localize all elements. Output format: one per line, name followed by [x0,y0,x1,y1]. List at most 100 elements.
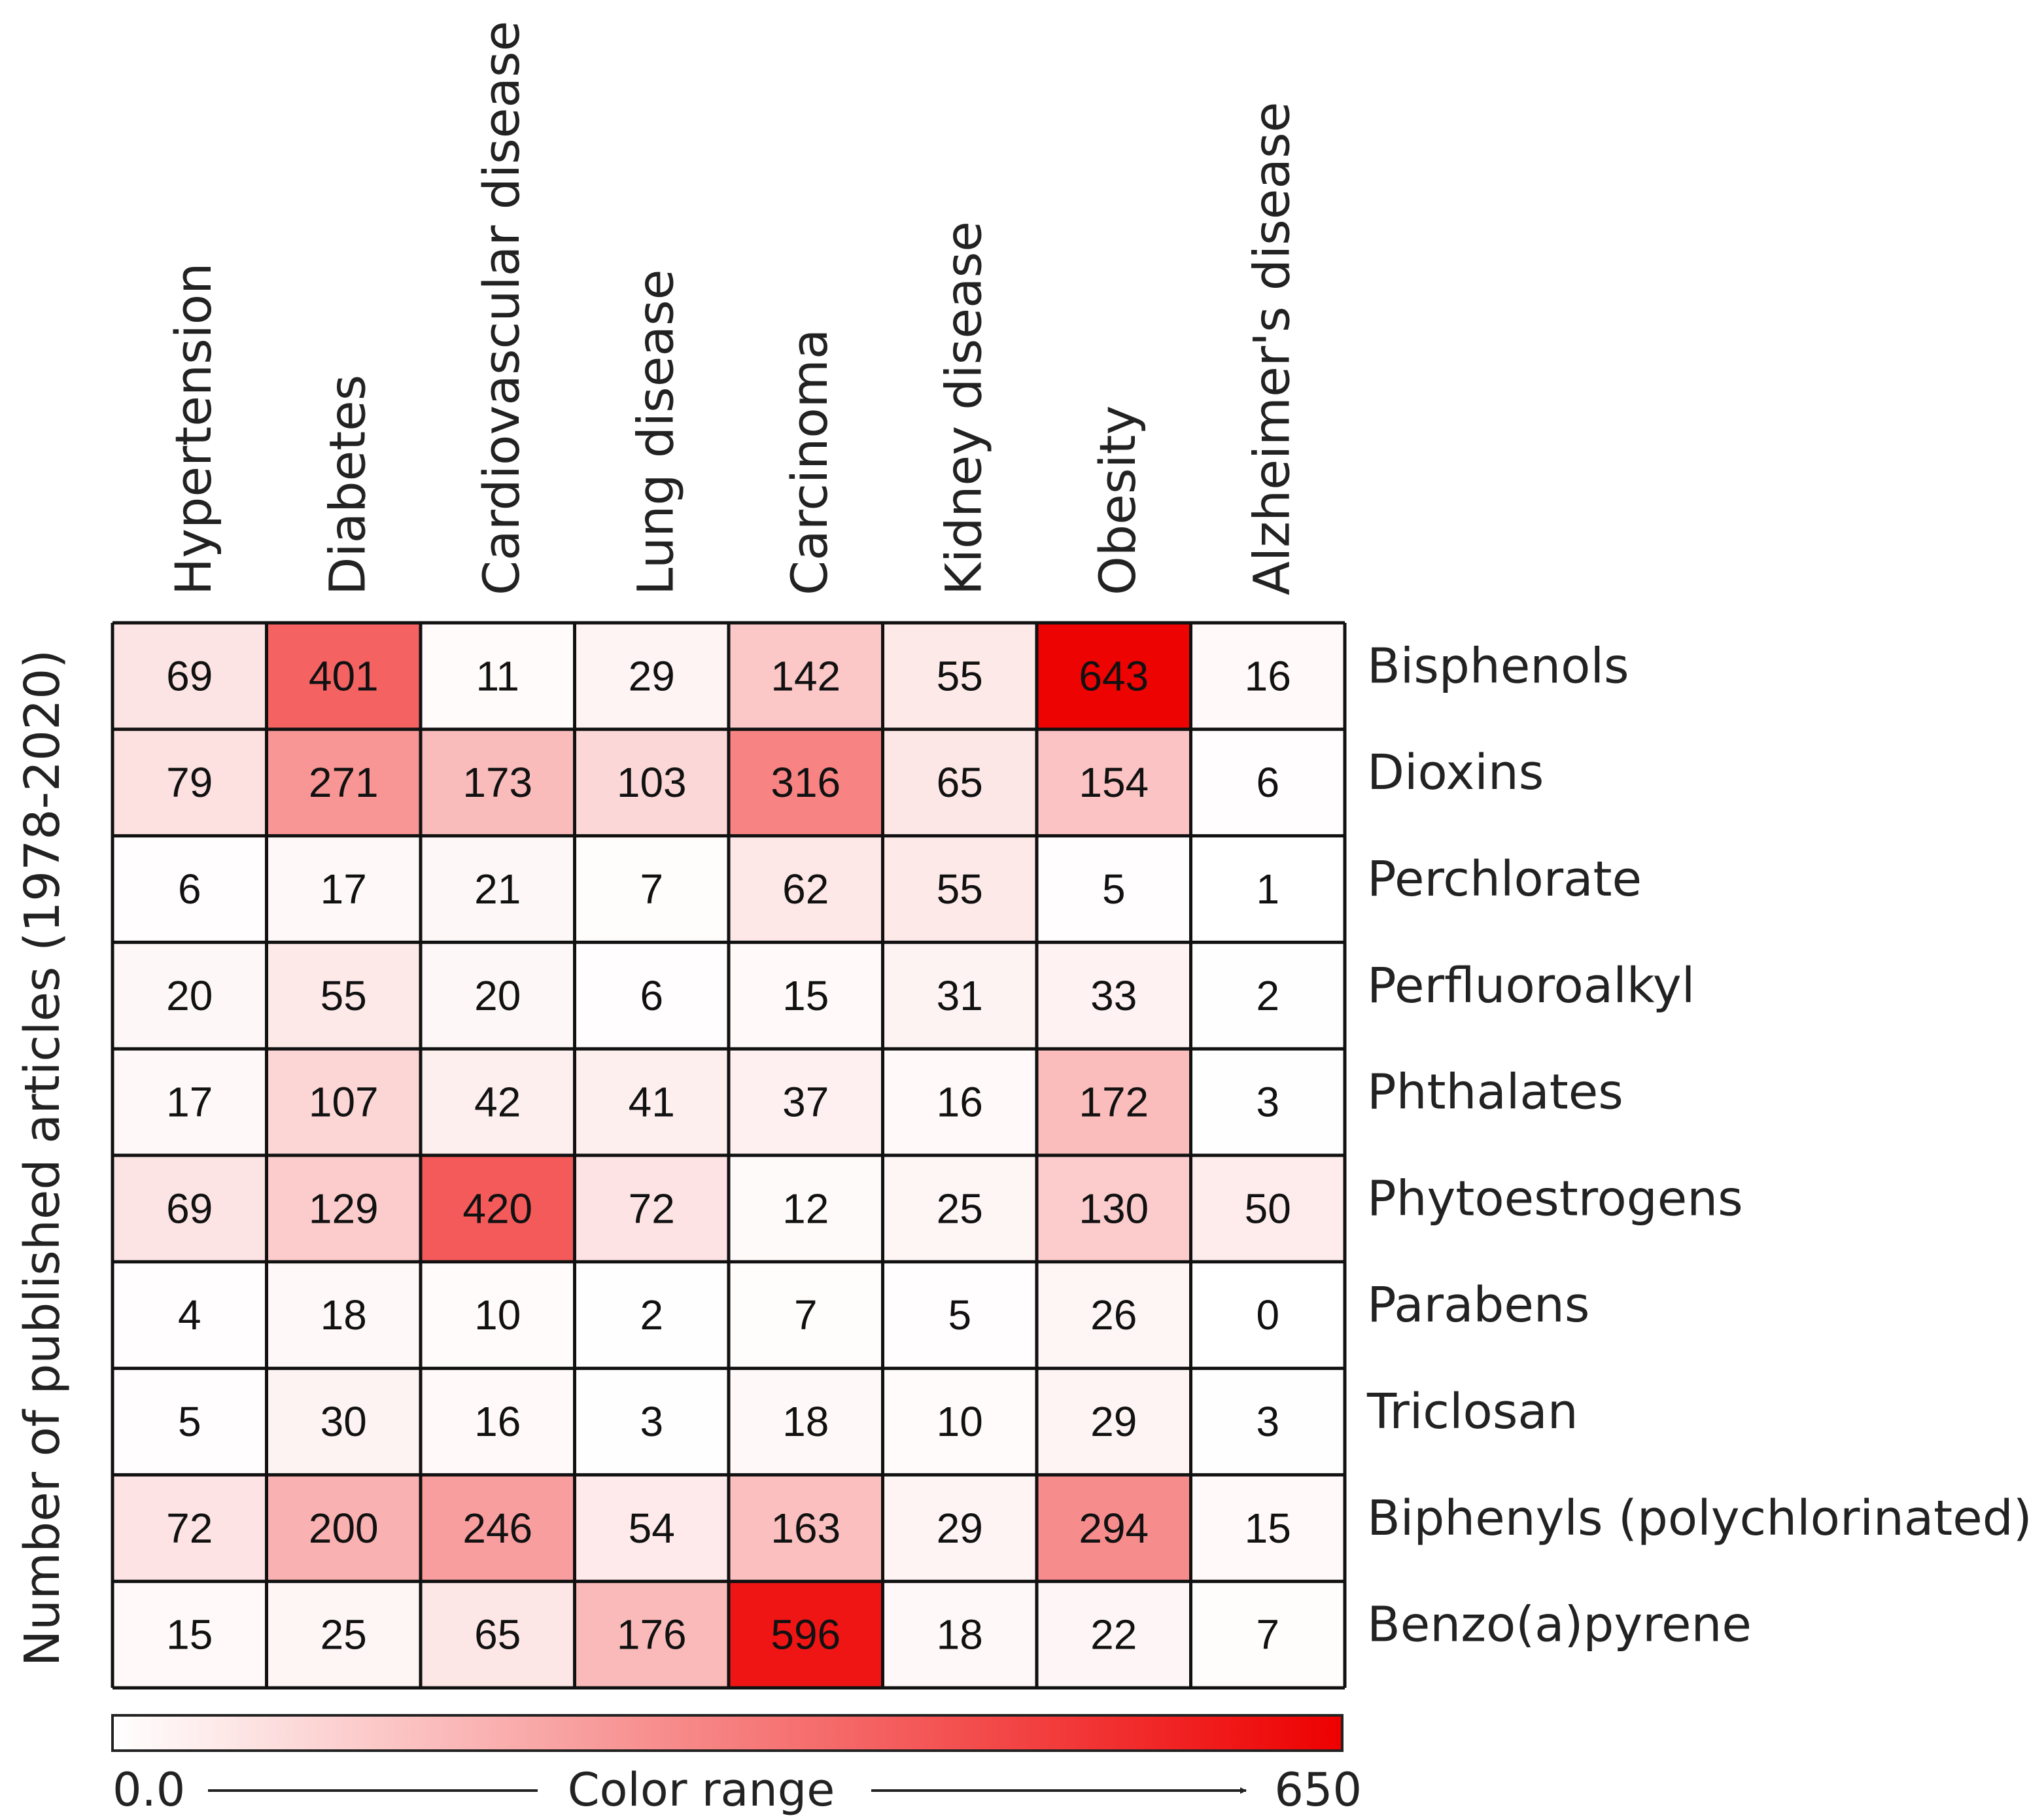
heatmap-cell [1037,1049,1191,1155]
heatmap-cell [1190,835,1345,943]
cell-value-label: 103 [617,759,687,806]
cell-value-label: 10 [937,1398,983,1445]
row-labels: Bisphenols Dioxins Perchlorate Perfluoroalk… [1366,638,2029,1653]
heatmap-cell [266,1261,421,1369]
cell-value-label: 41 [629,1079,675,1126]
cell-value-label: 7 [794,1291,818,1339]
heatmap-cell [1037,1475,1191,1582]
heatmap-cell [1190,1155,1345,1262]
heatmap-cell [421,942,575,1049]
column-label: Alzheimer's disease [1242,102,1300,595]
cell-value-label: 173 [462,759,532,806]
heatmap-cell [266,729,421,836]
column-labels: Hypertension Diabetes Cardiovascular disea… [164,21,1301,595]
heatmap-cell [1037,942,1191,1049]
cell-value-label: 16 [474,1398,521,1445]
cell-value-label: 79 [166,759,213,806]
heatmap-cell [1190,1261,1345,1369]
heatmap-cell [421,1155,575,1262]
cell-value-label: 10 [474,1291,521,1339]
heatmap-cell [1190,1049,1345,1155]
heatmap-cell [113,1049,267,1155]
cell-value-label: 25 [937,1185,983,1232]
heatmap-cell [266,942,421,1049]
row-label: Phthalates [1367,1064,1623,1121]
cell-value-label: 18 [937,1611,983,1658]
column-label: Kidney disease [934,221,992,595]
heatmap-cell [729,623,883,729]
cell-value-label: 29 [1090,1398,1137,1445]
cell-value-label: 154 [1079,759,1149,806]
color-range-max-label: 650 [1274,1763,1362,1817]
heatmap-cell [421,1581,575,1688]
cell-value-label: 20 [166,972,213,1019]
cell-value-label: 643 [1079,652,1149,699]
cell-value-label: 3 [640,1398,663,1445]
cell-value-label: 72 [166,1505,213,1552]
color-range-min-label: 0.0 [113,1763,185,1817]
heatmap-cell [729,1475,883,1582]
heatmap-cell [729,1155,883,1262]
cell-value-label: 1 [1256,866,1279,913]
cell-value-label: 18 [321,1291,367,1339]
heatmap-cell [113,1155,267,1262]
cell-value-label: 33 [1090,972,1137,1019]
cell-value-label: 6 [178,866,201,913]
column-label: Obesity [1088,406,1147,595]
cell-value-label: 65 [937,759,983,806]
cell-value-label: 11 [476,652,519,699]
cell-value-label: 271 [309,759,379,806]
cell-value-label: 142 [771,652,841,699]
heatmap-cell [1037,1368,1191,1475]
cell-value-label: 55 [937,652,983,699]
heatmap-cell [113,729,267,836]
heatmap-cell [882,1581,1037,1688]
heatmap-cell [1190,729,1345,836]
cell-value-label: 29 [937,1505,983,1552]
heatmap-cell [266,623,421,729]
heatmap-cell [421,623,575,729]
cell-value-label: 12 [782,1185,829,1232]
cell-value-label: 55 [937,866,983,913]
row-label: Bisphenols [1367,638,1629,694]
heatmap-cell [1190,1581,1345,1688]
cell-value-label: 172 [1079,1079,1149,1126]
cell-value-label: 69 [166,652,213,699]
heatmap-cell [113,835,267,943]
heatmap-cell [1190,1475,1345,1582]
cell-value-label: 0 [1256,1291,1279,1339]
heatmap-cell [729,942,883,1049]
heatmap-cell [729,729,883,836]
heatmap-cell [113,623,267,729]
row-label: Parabens [1367,1277,1589,1333]
cell-value-label: 401 [309,652,379,699]
heatmap-cell [1037,835,1191,943]
cell-value-label: 65 [474,1611,521,1658]
row-label: Phytoestrogens [1367,1170,1743,1227]
heatmap-cell [882,623,1037,729]
cell-value-label: 316 [771,759,841,806]
heatmap-cell [421,729,575,836]
row-label: Perchlorate [1367,851,1642,907]
heatmap-cell [421,1261,575,1369]
row-label: Perfluoroalkyl [1367,958,1695,1014]
column-label: Hypertension [164,263,222,595]
column-label: Cardiovascular disease [472,21,530,595]
cell-value-label: 129 [309,1185,379,1232]
cell-value-label: 2 [1256,972,1279,1019]
heatmap-cell [574,942,729,1049]
row-label: Benzo(a)pyrene [1367,1597,1752,1653]
heatmap-cell [266,1475,421,1582]
cell-value-label: 29 [629,652,675,699]
heatmap-cell [1190,1368,1345,1475]
heatmap-cell [882,1155,1037,1262]
cell-value-label: 17 [321,866,367,913]
cell-value-label: 18 [782,1398,829,1445]
cell-value-label: 62 [782,866,829,913]
cell-value-label: 5 [1102,866,1126,913]
heatmap-cell [1037,1581,1191,1688]
heatmap-cell [266,1049,421,1155]
cell-value-label: 16 [937,1079,983,1126]
